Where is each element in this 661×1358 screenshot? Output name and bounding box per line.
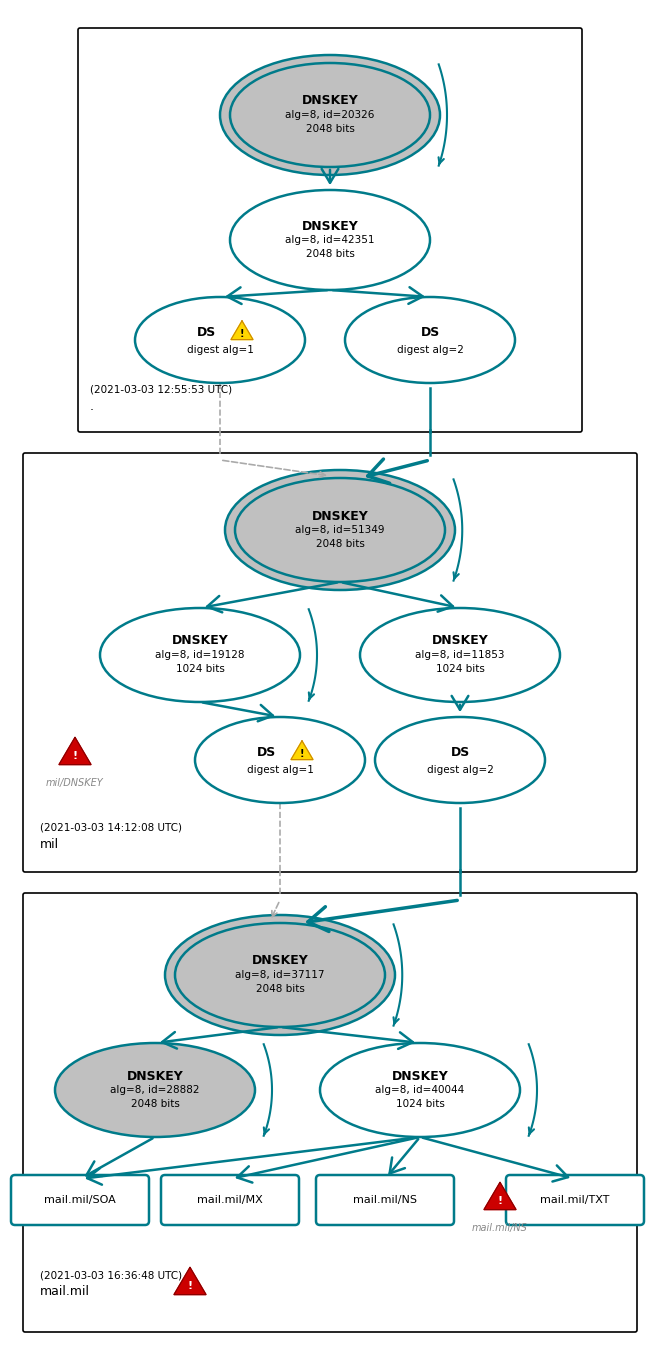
Text: DNSKEY: DNSKEY <box>252 955 309 967</box>
Ellipse shape <box>235 478 445 583</box>
FancyBboxPatch shape <box>23 894 637 1332</box>
Ellipse shape <box>100 608 300 702</box>
Text: 2048 bits: 2048 bits <box>256 985 305 994</box>
Text: alg=8, id=40044: alg=8, id=40044 <box>375 1085 465 1095</box>
Polygon shape <box>231 320 253 340</box>
Text: (2021-03-03 14:12:08 UTC): (2021-03-03 14:12:08 UTC) <box>40 822 182 832</box>
Text: DS: DS <box>196 326 215 340</box>
Text: 1024 bits: 1024 bits <box>176 664 225 674</box>
Text: alg=8, id=28882: alg=8, id=28882 <box>110 1085 200 1095</box>
FancyBboxPatch shape <box>506 1175 644 1225</box>
Text: !: ! <box>498 1196 502 1206</box>
Text: DNSKEY: DNSKEY <box>301 95 358 107</box>
Ellipse shape <box>230 190 430 291</box>
Ellipse shape <box>360 608 560 702</box>
Text: DNSKEY: DNSKEY <box>311 509 368 523</box>
Text: mail.mil/NS: mail.mil/NS <box>353 1195 417 1205</box>
Ellipse shape <box>320 1043 520 1137</box>
Text: digest alg=1: digest alg=1 <box>247 765 313 775</box>
Polygon shape <box>484 1183 516 1210</box>
Ellipse shape <box>195 717 365 803</box>
Text: !: ! <box>73 751 77 760</box>
Text: (2021-03-03 12:55:53 UTC): (2021-03-03 12:55:53 UTC) <box>90 386 232 395</box>
Text: DS: DS <box>450 747 469 759</box>
Text: digest alg=2: digest alg=2 <box>397 345 463 354</box>
Text: 1024 bits: 1024 bits <box>436 664 485 674</box>
Polygon shape <box>59 737 91 765</box>
Ellipse shape <box>220 56 440 175</box>
Text: !: ! <box>299 750 304 759</box>
Text: mail.mil/NS: mail.mil/NS <box>472 1224 528 1233</box>
Text: 2048 bits: 2048 bits <box>305 124 354 134</box>
Ellipse shape <box>225 470 455 589</box>
Text: mail.mil/SOA: mail.mil/SOA <box>44 1195 116 1205</box>
Text: !: ! <box>188 1281 192 1291</box>
Polygon shape <box>174 1267 206 1294</box>
Ellipse shape <box>165 915 395 1035</box>
Text: 2048 bits: 2048 bits <box>315 539 364 549</box>
Text: mail.mil: mail.mil <box>40 1285 90 1298</box>
Text: (2021-03-03 16:36:48 UTC): (2021-03-03 16:36:48 UTC) <box>40 1270 182 1281</box>
Text: DNSKEY: DNSKEY <box>391 1070 448 1082</box>
Ellipse shape <box>345 297 515 383</box>
FancyBboxPatch shape <box>78 29 582 432</box>
Text: !: ! <box>240 329 245 340</box>
Text: alg=8, id=11853: alg=8, id=11853 <box>415 650 505 660</box>
Text: mail.mil/MX: mail.mil/MX <box>197 1195 263 1205</box>
Text: .: . <box>90 401 94 413</box>
Text: DNSKEY: DNSKEY <box>301 220 358 232</box>
Ellipse shape <box>375 717 545 803</box>
Text: mil: mil <box>40 838 59 851</box>
FancyBboxPatch shape <box>161 1175 299 1225</box>
Text: mil/DNSKEY: mil/DNSKEY <box>46 778 104 788</box>
Text: alg=8, id=51349: alg=8, id=51349 <box>295 526 385 535</box>
Text: 2048 bits: 2048 bits <box>131 1099 179 1109</box>
Text: digest alg=1: digest alg=1 <box>186 345 253 354</box>
Text: alg=8, id=19128: alg=8, id=19128 <box>155 650 245 660</box>
FancyBboxPatch shape <box>316 1175 454 1225</box>
Ellipse shape <box>55 1043 255 1137</box>
Text: DS: DS <box>256 747 276 759</box>
Text: mail.mil/TXT: mail.mil/TXT <box>540 1195 609 1205</box>
Text: DNSKEY: DNSKEY <box>432 634 488 648</box>
Ellipse shape <box>175 923 385 1027</box>
Ellipse shape <box>135 297 305 383</box>
FancyBboxPatch shape <box>11 1175 149 1225</box>
Text: alg=8, id=37117: alg=8, id=37117 <box>235 970 325 980</box>
Text: alg=8, id=42351: alg=8, id=42351 <box>286 235 375 244</box>
Text: DNSKEY: DNSKEY <box>127 1070 183 1082</box>
Text: DS: DS <box>420 326 440 340</box>
FancyBboxPatch shape <box>23 454 637 872</box>
Text: alg=8, id=20326: alg=8, id=20326 <box>286 110 375 120</box>
Text: 2048 bits: 2048 bits <box>305 249 354 259</box>
Text: 1024 bits: 1024 bits <box>395 1099 444 1109</box>
Text: DNSKEY: DNSKEY <box>172 634 228 648</box>
Text: digest alg=2: digest alg=2 <box>426 765 494 775</box>
Polygon shape <box>291 741 313 759</box>
Ellipse shape <box>230 62 430 167</box>
